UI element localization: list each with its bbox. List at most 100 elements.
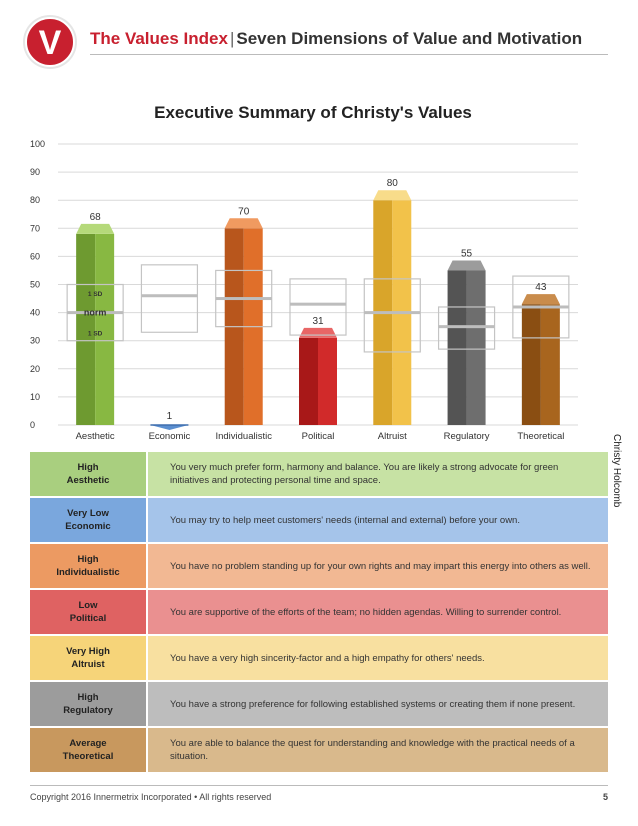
norm-mean-line: [141, 294, 198, 298]
bar-left-face: [299, 337, 318, 425]
summary-row-label: Very High Altruist: [30, 636, 146, 680]
value-dimension: Individualistic: [56, 567, 120, 578]
bar-right-face: [95, 233, 115, 425]
summary-row-description: You have a strong preference for followi…: [148, 682, 608, 726]
summary-row-label: High Regulatory: [30, 682, 146, 726]
footer-divider: [30, 785, 608, 786]
x-tick-label: Theoretical: [517, 431, 564, 442]
bar-left-face: [521, 304, 541, 425]
bar-top-face: [373, 190, 412, 201]
y-tick-label: 80: [30, 195, 40, 205]
person-name: Christy Holcomb: [611, 434, 622, 508]
summary-row: Very High Altruist You have a very high si…: [30, 636, 608, 680]
bar-marker: [150, 425, 189, 430]
value-level: High: [77, 554, 99, 565]
x-tick-label: Aesthetic: [76, 431, 115, 442]
page-header: The Values Index | Seven Dimensions of Val…: [90, 29, 582, 49]
summary-row-label: High Aesthetic: [30, 452, 146, 496]
value-level: Average: [69, 738, 107, 749]
summary-row: High Aesthetic You very much prefer form, …: [30, 452, 608, 496]
y-tick-label: 40: [30, 308, 40, 318]
summary-row: Average Theoretical You are able to balanc…: [30, 728, 608, 772]
x-tick-label: Altruist: [378, 431, 407, 442]
bar-top-face: [299, 327, 337, 338]
value-dimension: Theoretical: [62, 751, 114, 762]
bar-top-face: [76, 223, 115, 234]
norm-band: [363, 278, 421, 353]
y-tick-label: 50: [30, 280, 40, 290]
y-tick-label: 70: [30, 223, 40, 233]
data-label: 55: [461, 248, 473, 259]
y-tick-label: 100: [30, 139, 45, 149]
summary-row-label: Low Political: [30, 590, 146, 634]
y-tick-label: 0: [30, 420, 35, 430]
norm-mean-line: [512, 305, 569, 309]
y-tick-label: 10: [30, 392, 40, 402]
norm-mean-line: [364, 311, 421, 315]
logo-letter: V: [39, 24, 62, 62]
y-tick-label: 30: [30, 336, 40, 346]
x-tick-label: Individualistic: [215, 431, 272, 442]
value-level: Very High: [66, 646, 110, 657]
data-label: 70: [238, 206, 250, 217]
value-dimension: Aesthetic: [66, 475, 110, 486]
value-dimension: Economic: [65, 521, 111, 532]
values-index-logo: V: [23, 15, 77, 69]
band-label-upper: 1 SD: [88, 291, 103, 298]
bar-group: 1 Economic: [140, 264, 199, 442]
norm-mean-line: [67, 311, 124, 315]
bar-group: 70 Individualistic: [215, 206, 273, 442]
x-tick-label: Regulatory: [444, 431, 490, 442]
summary-row: High Regulatory You have a strong preferen…: [30, 682, 608, 726]
data-label: 31: [312, 316, 324, 327]
summary-row-description: You have no problem standing up for your…: [148, 544, 608, 588]
bar-right-face: [466, 270, 486, 425]
value-level: High: [77, 462, 99, 473]
bar-group: 31 Political: [289, 278, 347, 442]
y-tick-label: 20: [30, 364, 40, 374]
summary-table: High Aesthetic You very much prefer form, …: [30, 452, 608, 774]
x-tick-label: Economic: [149, 431, 191, 442]
value-level: High: [77, 692, 99, 703]
brand-title: The Values Index: [90, 29, 228, 48]
bar-top-face: [521, 294, 560, 305]
bar-left-face: [447, 270, 467, 425]
bar-group: 80 Altruist: [363, 178, 421, 442]
band-label-norm: norm: [84, 308, 107, 318]
bar-group: 68 Aesthetic: [66, 212, 124, 442]
data-label: 1: [167, 411, 173, 422]
summary-row: High Individualistic You have no problem s…: [30, 544, 608, 588]
value-dimension: Regulatory: [63, 705, 113, 716]
norm-mean-line: [215, 297, 272, 301]
chart-title: Executive Summary of Christy's Values: [154, 103, 472, 122]
title-separator: |: [229, 29, 235, 48]
summary-row-description: You may try to help meet customers' need…: [148, 498, 608, 542]
bar-left-face: [76, 233, 96, 425]
value-dimension: Political: [69, 613, 107, 624]
data-label: 68: [90, 212, 102, 223]
copyright-text: Copyright 2016 Innermetrix Incorporated …: [30, 792, 272, 802]
summary-row-description: You are able to balance the quest for un…: [148, 728, 608, 772]
value-level: Very Low: [67, 508, 109, 519]
norm-mean-line: [438, 325, 495, 329]
band-label-lower: 1 SD: [88, 330, 103, 337]
summary-row-label: Very Low Economic: [30, 498, 146, 542]
summary-row: Low Political You are supportive of the ef…: [30, 590, 608, 634]
summary-row: Very Low Economic You may try to help meet…: [30, 498, 608, 542]
value-dimension: Altruist: [71, 659, 105, 670]
y-tick-label: 60: [30, 251, 40, 261]
bar-group: 43 Theoretical: [512, 275, 570, 442]
data-label: 80: [387, 178, 399, 189]
page-number: 5: [602, 792, 608, 802]
summary-row-description: You are supportive of the efforts of the…: [148, 590, 608, 634]
data-label: 43: [535, 282, 547, 293]
values-bar-chart: 0 10 20 30 40 50 60 70 80 90 100 68 Aesthetic 1 Econom…: [30, 139, 578, 442]
summary-row-description: You have a very high sincerity-factor an…: [148, 636, 608, 680]
bar-top-face: [447, 260, 486, 271]
bar-group: 55 Regulatory: [437, 248, 496, 442]
header-subtitle: Seven Dimensions of Value and Motivation: [236, 29, 583, 48]
summary-row-description: You very much prefer form, harmony and b…: [148, 452, 608, 496]
norm-mean-line: [290, 302, 346, 306]
norm-band: [289, 278, 347, 336]
bar-right-face: [318, 337, 337, 425]
